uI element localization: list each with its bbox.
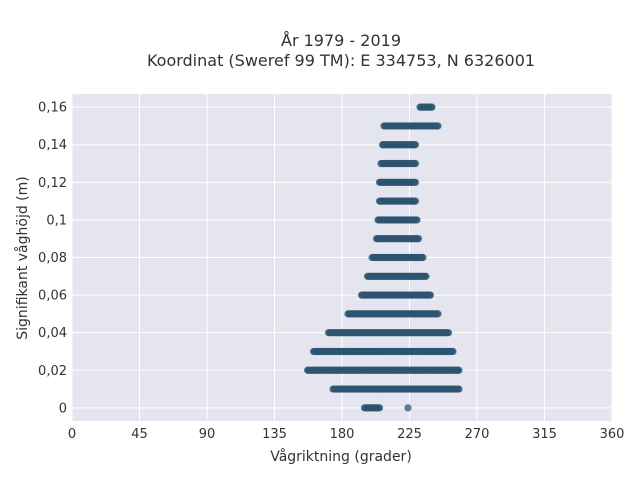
data-point xyxy=(411,159,420,168)
chart-title-line1: År 1979 - 2019 xyxy=(281,31,401,50)
x-tick-label: 315 xyxy=(532,427,557,442)
y-tick-label: 0,02 xyxy=(38,364,67,379)
x-tick-label: 90 xyxy=(199,427,216,442)
data-point xyxy=(444,329,453,337)
y-tick-label: 0,14 xyxy=(38,138,67,153)
data-point xyxy=(422,272,430,280)
y-tick-label: 0,16 xyxy=(38,101,67,116)
data-point xyxy=(434,310,442,318)
y-tick-label: 0 xyxy=(59,401,67,416)
data-point xyxy=(404,404,412,412)
data-point xyxy=(455,366,463,374)
data-points xyxy=(303,103,463,412)
x-tick-label: 180 xyxy=(330,427,355,442)
data-point xyxy=(411,197,420,205)
data-point xyxy=(414,235,423,243)
data-point xyxy=(426,291,435,299)
y-tick-label: 0,1 xyxy=(46,213,67,228)
x-tick-label: 135 xyxy=(262,427,287,442)
y-tick-label: 0,08 xyxy=(38,251,67,266)
data-point xyxy=(411,141,420,149)
data-point xyxy=(449,347,457,356)
x-tick-label: 45 xyxy=(131,427,148,442)
data-point xyxy=(411,178,420,186)
chart-title-line2: Koordinat (Sweref 99 TM): E 334753, N 63… xyxy=(147,51,535,70)
y-tick-label: 0,06 xyxy=(38,289,67,304)
x-tick-label: 0 xyxy=(68,427,76,442)
x-tick-label: 225 xyxy=(397,427,422,442)
data-point xyxy=(428,103,436,111)
data-point xyxy=(455,385,463,393)
y-tick-label: 0,04 xyxy=(38,326,67,341)
y-axis-title: Signifikant våghöjd (m) xyxy=(14,176,31,339)
data-point xyxy=(419,253,427,262)
x-tick-label: 360 xyxy=(600,427,625,442)
x-tick-label: 270 xyxy=(465,427,490,442)
y-tick-label: 0,12 xyxy=(38,176,67,191)
data-point xyxy=(375,404,384,412)
x-axis-title: Vågriktning (grader) xyxy=(270,448,412,465)
data-point xyxy=(413,216,421,224)
data-point xyxy=(434,122,442,130)
tick-labels: 0 45 90 135 180 225 270 315 360 0 0,02 0,04 0,06 0,08… xyxy=(38,101,624,442)
